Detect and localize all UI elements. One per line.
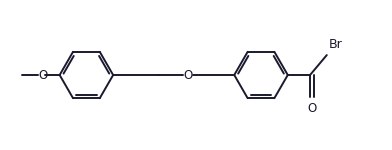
Text: Br: Br: [328, 38, 342, 51]
Text: O: O: [183, 69, 193, 81]
Text: O: O: [307, 102, 317, 116]
Text: O: O: [38, 69, 47, 81]
